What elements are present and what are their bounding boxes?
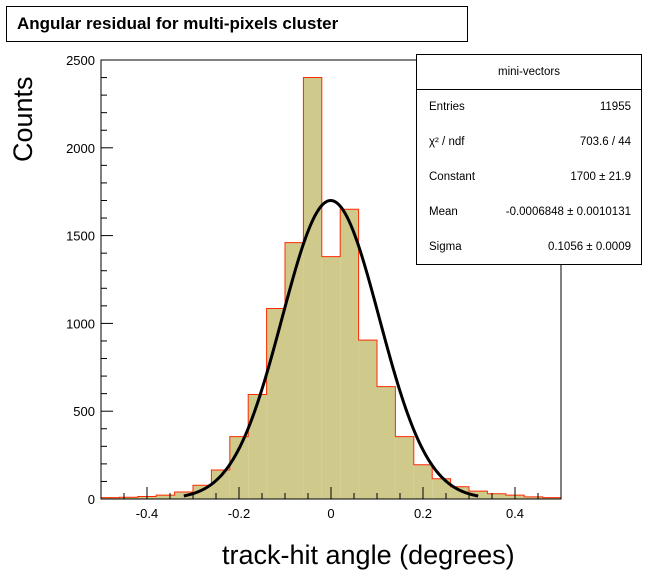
- stats-value: 1700 ± 21.9: [570, 171, 631, 183]
- y-tick-label: 1500: [66, 229, 95, 244]
- histogram-bar: [358, 340, 377, 499]
- histogram-bar: [285, 242, 304, 499]
- stats-row-sigma: Sigma 0.1056 ± 0.0009: [417, 230, 641, 265]
- stats-box: mini-vectors Entries 11955 χ² / ndf 703.…: [416, 54, 642, 265]
- stats-label: Mean: [429, 206, 458, 218]
- stats-label: Constant: [429, 171, 476, 183]
- histogram-outline: [100, 77, 562, 499]
- stats-row-chi2: χ² / ndf 703.6 / 44: [417, 125, 641, 160]
- histogram-bar: [340, 209, 359, 499]
- stats-value: -0.0006848 ± 0.0010131: [505, 206, 631, 218]
- stats-value: 11955: [599, 101, 631, 113]
- stats-value: 703.6 / 44: [579, 136, 631, 148]
- stats-label: Sigma: [429, 241, 462, 253]
- stats-row-mean: Mean -0.0006848 ± 0.0010131: [417, 195, 641, 230]
- histogram-bar: [377, 386, 396, 499]
- histogram-bar: [413, 464, 433, 499]
- stats-row-constant: Constant 1700 ± 21.9: [417, 160, 641, 195]
- histogram-bar: [211, 470, 230, 499]
- x-tick-label: 0: [327, 506, 334, 521]
- x-tick-label: -0.4: [136, 506, 158, 521]
- histogram-bar: [156, 495, 175, 499]
- x-tick-label: 0.2: [414, 506, 432, 521]
- y-axis-label: Counts: [8, 76, 38, 162]
- histogram-bar: [229, 436, 249, 499]
- histogram-bar: [487, 493, 506, 499]
- stats-value: 0.1056 ± 0.0009: [547, 241, 631, 253]
- histogram-bar: [303, 77, 322, 499]
- x-axis-label: track-hit angle (degrees): [222, 540, 515, 570]
- histogram-bar: [101, 497, 120, 499]
- y-tick-label: 1000: [66, 316, 95, 331]
- y-tick-label: 0: [88, 492, 95, 507]
- histogram-bar: [524, 496, 543, 499]
- gaussian-fit-line: [183, 198, 479, 498]
- y-tick-label: 500: [73, 404, 95, 419]
- stats-label: χ² / ndf: [429, 136, 465, 148]
- stats-label: Entries: [429, 101, 465, 113]
- chart-title: Angular residual for multi-pixels cluste…: [6, 6, 468, 42]
- histogram-bar: [248, 394, 267, 499]
- stats-row-entries: Entries 11955: [417, 90, 641, 125]
- y-tick-label: 2000: [66, 141, 95, 156]
- histogram-bar: [542, 497, 561, 499]
- histogram-bar: [321, 256, 341, 499]
- histogram-bar: [119, 497, 138, 499]
- y-tick-label: 2500: [66, 53, 95, 68]
- x-tick-label: 0.4: [506, 506, 524, 521]
- histogram-bar: [395, 436, 414, 499]
- histogram-bar: [450, 486, 469, 499]
- x-tick-label: -0.2: [228, 506, 250, 521]
- stats-box-title: mini-vectors: [417, 55, 641, 90]
